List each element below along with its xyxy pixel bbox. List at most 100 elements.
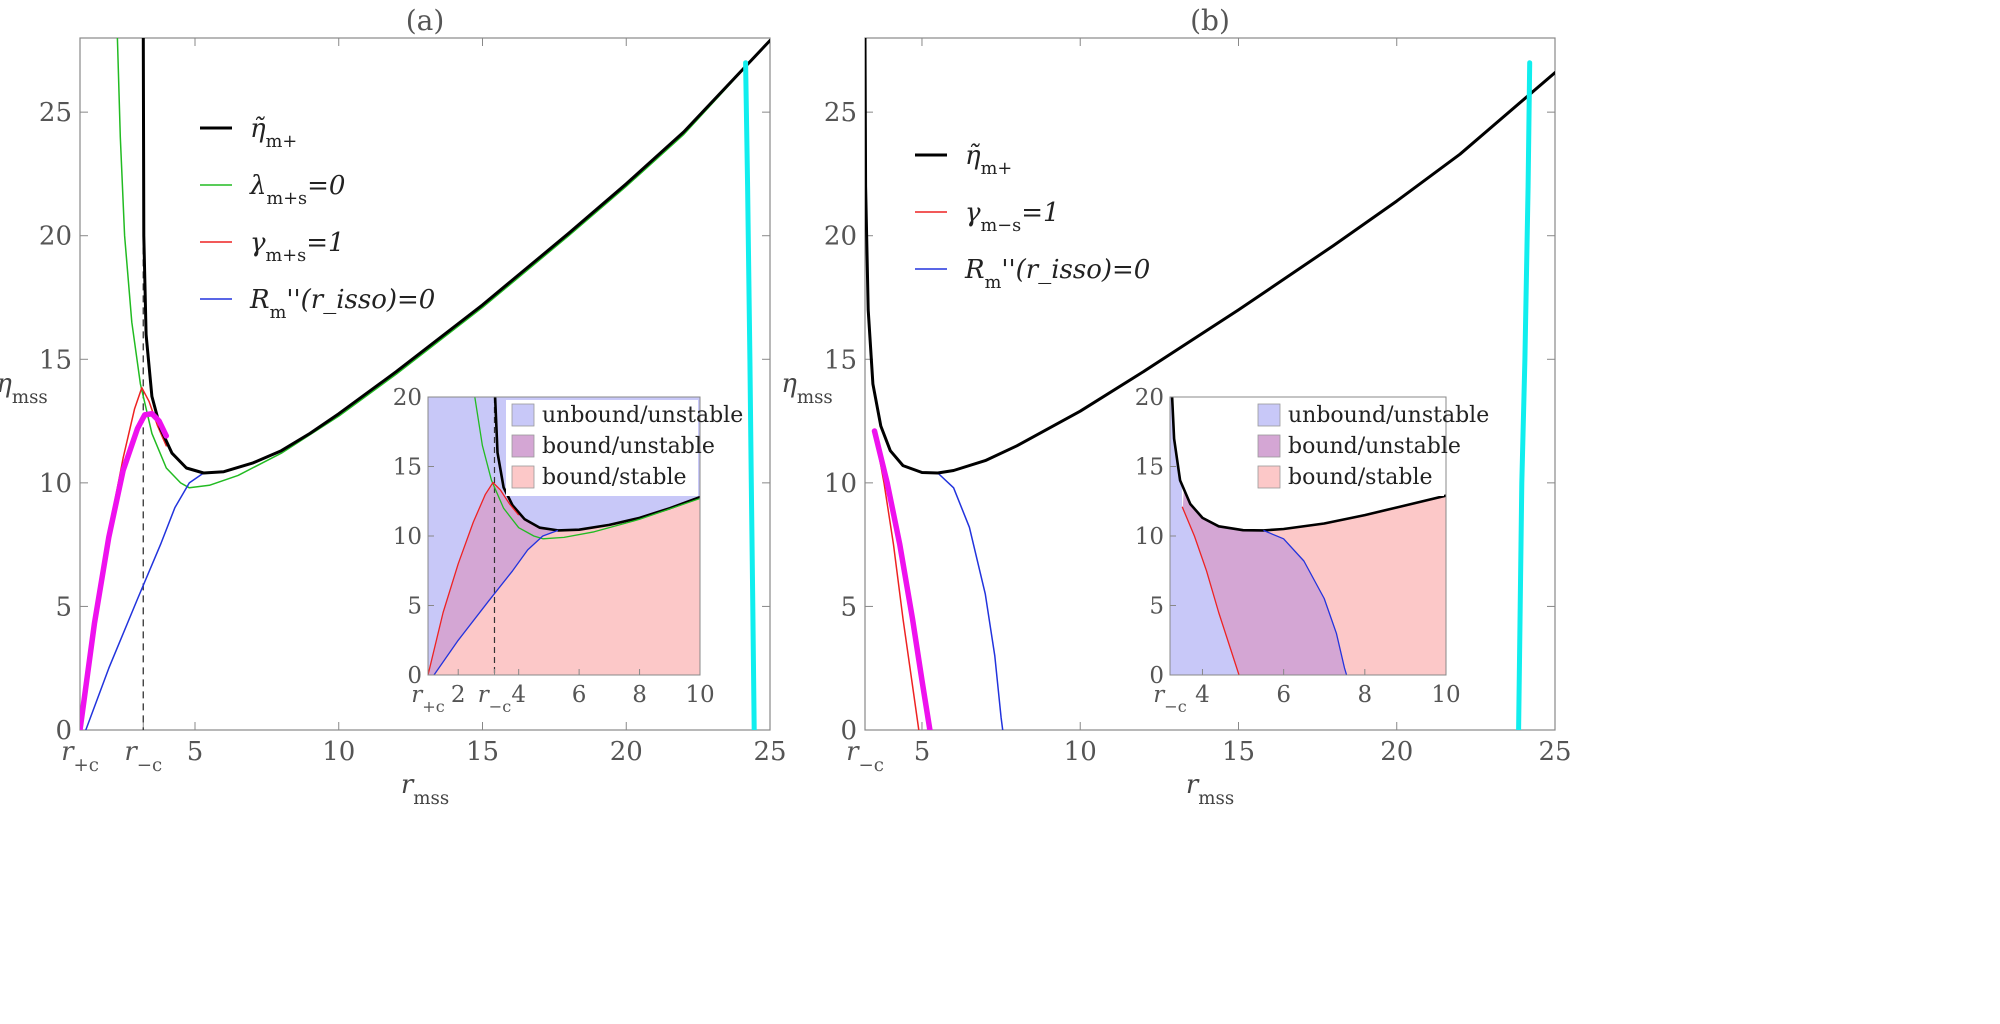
series--m-	[865, 38, 1555, 475]
x-tick-label: 5	[914, 737, 931, 767]
y-axis-label: ηmss	[781, 369, 833, 408]
inset-y-tick-label: 20	[1135, 385, 1164, 411]
inset-x-tick-label: r−c	[478, 682, 512, 716]
inset-x-tick-label: 4	[511, 682, 526, 708]
inset-x-tick-label: 8	[1358, 682, 1373, 708]
y-tick-label: 15	[824, 345, 857, 375]
region-bound-stable	[428, 497, 700, 675]
inset-regions	[1170, 397, 1446, 675]
inset-x-tick-label: r+c	[411, 682, 445, 716]
region-legend-swatch	[1257, 434, 1281, 458]
inset-series--m-	[493, 397, 700, 532]
inset-series--m-	[1170, 397, 1446, 532]
inset-y-tick-label: 0	[407, 663, 422, 689]
x-axis-label: rmss	[401, 770, 449, 809]
y-tick-label: 25	[39, 98, 72, 128]
x-tick-label: 10	[1064, 737, 1097, 767]
x-tick-label: 5	[187, 737, 204, 767]
series--m-s-1	[80, 386, 168, 730]
inset-series--m-s-0	[474, 397, 700, 540]
inset-curves	[1170, 397, 1446, 675]
x-tick-label: 25	[1538, 737, 1571, 767]
x-tick-label: 15	[466, 737, 499, 767]
y-tick-label: 15	[39, 345, 72, 375]
inset-series--m-s-1	[1181, 506, 1240, 675]
panel-a: (a)r+cr−c5101520250510152025rmssηmssη̃m+…	[0, 4, 787, 809]
series--m-	[141, 38, 770, 475]
y-tick-label: 20	[824, 222, 857, 252]
region-legend-swatch	[1257, 465, 1281, 489]
region-legend-label: bound/stable	[1288, 465, 1433, 490]
x-tick-label: r+c	[61, 737, 99, 776]
series-group	[865, 38, 1555, 730]
x-tick-label: 25	[753, 737, 786, 767]
x-tick-label: r−c	[124, 737, 162, 776]
inset: r+c 2 r−c 4 6 8 10 0 5 10 15 20 unbound/unstable boun…	[393, 385, 744, 716]
inset-y-tick-label: 15	[393, 455, 422, 481]
region-legend-swatch	[511, 403, 535, 427]
inset-x-tick-label: 10	[1431, 682, 1460, 708]
legend-label: η̃m+	[250, 114, 297, 152]
inset-x-tick-label: 2	[451, 682, 466, 708]
plot-frame	[864, 37, 1556, 731]
panel-title: (b)	[1190, 4, 1230, 37]
region-legend-label: bound/unstable	[1288, 434, 1461, 459]
x-tick-label: 10	[322, 737, 355, 767]
region-legend-label: unbound/unstable	[1288, 403, 1489, 428]
inset: r−c 4 6 8 10 0 5 10 15 20 unbound/unstable bound/un…	[1135, 385, 1490, 716]
y-tick-label: 0	[55, 716, 72, 746]
inset-curves	[428, 397, 700, 675]
y-tick-label: 10	[824, 469, 857, 499]
y-tick-label: 5	[55, 592, 72, 622]
inset-y-tick-label: 20	[393, 385, 422, 411]
region-legend-bg	[506, 400, 698, 496]
region-legend-bg	[1252, 400, 1444, 496]
inset-x-tick-label: 6	[1276, 682, 1291, 708]
inset-y-tick-label: 10	[1135, 524, 1164, 550]
legend-label: Rm''(r_isso)=0	[249, 285, 435, 323]
series-magenta	[871, 428, 933, 730]
inset-x-tick-label: 4	[1195, 682, 1210, 708]
region-bound-unstable	[1182, 488, 1347, 675]
legend-label: η̃m+	[965, 141, 1012, 179]
region-legend-label: bound/stable	[542, 465, 687, 490]
x-tick-label: 20	[610, 737, 643, 767]
x-tick-label: 15	[1222, 737, 1255, 767]
inset-x-tick-label: 8	[632, 682, 647, 708]
y-tick-label: 10	[39, 469, 72, 499]
inset-series-R-m-r-isso-0	[433, 529, 559, 675]
legend-label: γm+s=1	[250, 228, 345, 266]
legend-label: γm−s=1	[965, 198, 1060, 236]
inset-y-tick-label: 5	[407, 594, 422, 620]
series--m-s-0	[116, 38, 770, 489]
region-legend-label: bound/unstable	[542, 434, 715, 459]
inset-x-tick-label: r−c	[1153, 682, 1187, 716]
panel-title: (a)	[406, 4, 445, 37]
x-axis-label: rmss	[1186, 770, 1234, 809]
series-R-m-r-isso-0	[85, 472, 205, 730]
x-tick-label: r−c	[846, 737, 884, 776]
panel-b: (b) r−c 5 10 15 20 25 0 5 10 15 20 25 rmss ηmss η̃m+ γm−…	[781, 4, 1571, 809]
inset-x-tick-label: 6	[572, 682, 587, 708]
region-legend-swatch	[511, 434, 535, 458]
y-axis-label: ηmss	[0, 369, 48, 408]
inset-y-tick-label: 5	[1149, 594, 1164, 620]
series-group	[80, 38, 770, 730]
series-R-m-r-isso-0	[937, 472, 1004, 730]
legend-label: λm+s=0	[249, 171, 345, 209]
region-bound-stable	[1263, 495, 1446, 675]
region-bound-unstable	[428, 483, 700, 675]
legend-label: Rm''(r_isso)=0	[964, 255, 1150, 293]
y-tick-label: 25	[824, 98, 857, 128]
inset-series-R-m-r-isso-0	[1263, 529, 1348, 675]
y-tick-label: 20	[39, 222, 72, 252]
region-legend-swatch	[511, 465, 535, 489]
x-tick-label: 20	[1380, 737, 1413, 767]
inset-y-tick-label: 15	[1135, 455, 1164, 481]
region-legend-label: unbound/unstable	[542, 403, 743, 428]
inset-x-tick-label: 10	[685, 682, 714, 708]
y-tick-label: 5	[840, 592, 857, 622]
inset-y-tick-label: 10	[393, 524, 422, 550]
y-tick-label: 0	[840, 716, 857, 746]
